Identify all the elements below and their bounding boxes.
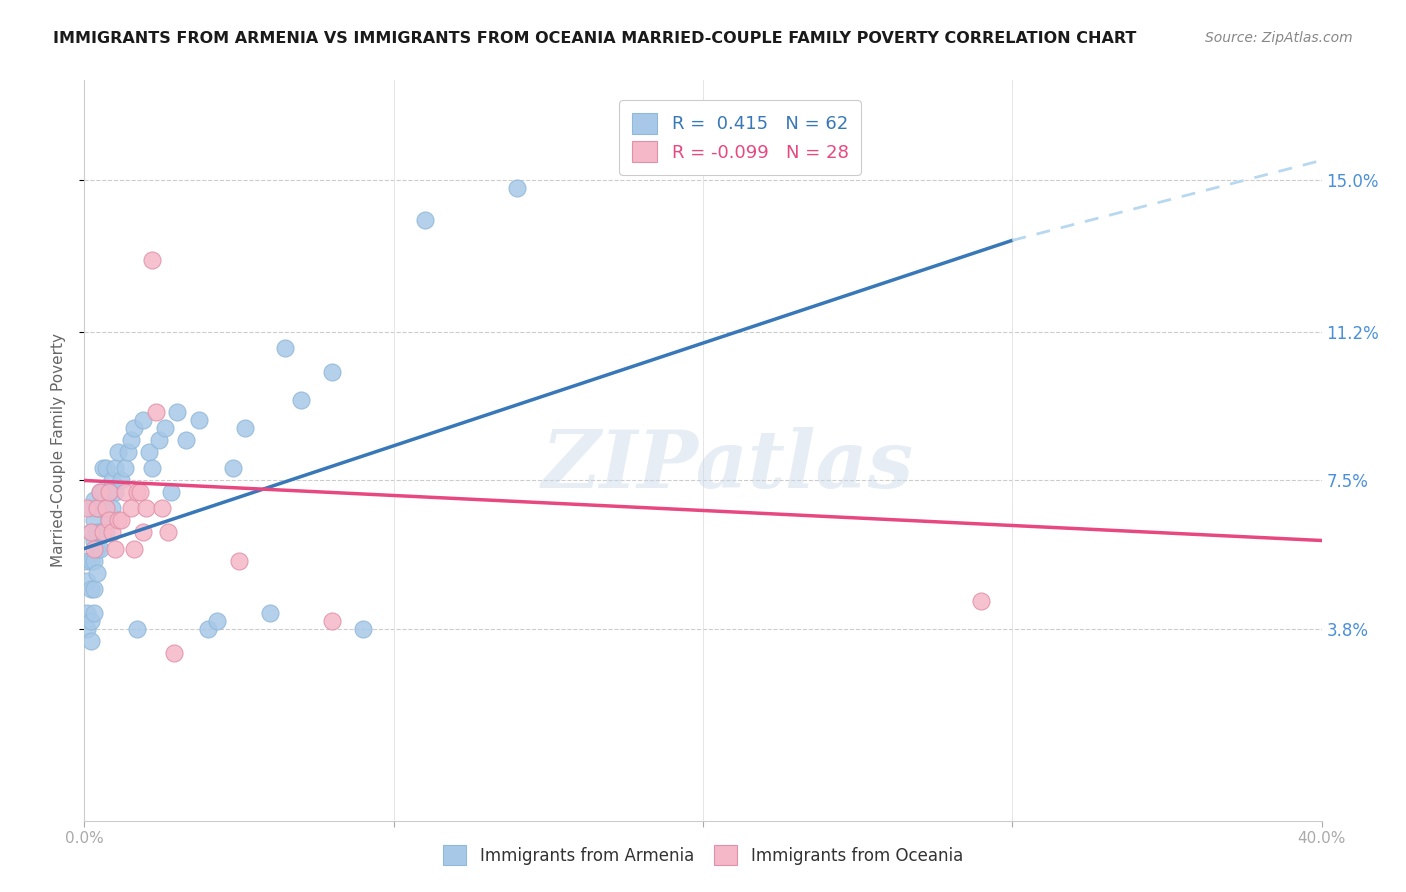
Legend: R =  0.415   N = 62, R = -0.099   N = 28: R = 0.415 N = 62, R = -0.099 N = 28	[619, 101, 860, 175]
Point	[79, 501, 101, 516]
Point	[117, 445, 139, 459]
Point	[321, 614, 343, 628]
Point	[110, 474, 132, 488]
Point	[141, 461, 163, 475]
Point	[91, 485, 114, 500]
Point	[145, 405, 167, 419]
Point	[153, 421, 176, 435]
Point	[83, 533, 105, 548]
Point	[156, 525, 179, 540]
Point	[259, 606, 281, 620]
Point	[91, 461, 114, 475]
Point	[94, 525, 117, 540]
Point	[321, 366, 343, 380]
Point	[76, 622, 98, 636]
Point	[86, 501, 108, 516]
Point	[89, 501, 111, 516]
Point	[135, 501, 157, 516]
Point	[150, 501, 173, 516]
Point	[104, 541, 127, 556]
Text: IMMIGRANTS FROM ARMENIA VS IMMIGRANTS FROM OCEANIA MARRIED-COUPLE FAMILY POVERTY: IMMIGRANTS FROM ARMENIA VS IMMIGRANTS FR…	[53, 31, 1137, 46]
Point	[94, 461, 117, 475]
Point	[79, 582, 101, 596]
Point	[83, 514, 105, 528]
Point	[94, 501, 117, 516]
Y-axis label: Married-Couple Family Poverty: Married-Couple Family Poverty	[51, 334, 66, 567]
Point	[166, 405, 188, 419]
Point	[104, 461, 127, 475]
Point	[163, 646, 186, 660]
Point	[228, 553, 250, 567]
Point	[101, 474, 124, 488]
Point	[129, 485, 152, 500]
Point	[114, 461, 136, 475]
Point	[122, 541, 145, 556]
Point	[176, 434, 198, 448]
Point	[91, 525, 114, 540]
Point	[98, 514, 121, 528]
Point	[101, 525, 124, 540]
Point	[233, 421, 256, 435]
Point	[86, 566, 108, 580]
Point	[83, 541, 105, 556]
Point	[89, 525, 111, 540]
Point	[86, 501, 108, 516]
Point	[79, 633, 101, 648]
Point	[132, 525, 155, 540]
Point	[107, 445, 129, 459]
Point	[506, 181, 529, 195]
Point	[290, 393, 312, 408]
Point	[132, 413, 155, 427]
Point	[274, 342, 297, 356]
Point	[970, 593, 993, 607]
Point	[138, 445, 160, 459]
Point	[187, 413, 209, 427]
Point	[98, 485, 121, 500]
Point	[76, 606, 98, 620]
Point	[83, 553, 105, 567]
Point	[76, 574, 98, 588]
Point	[89, 541, 111, 556]
Point	[222, 461, 245, 475]
Point	[120, 501, 142, 516]
Point	[197, 622, 219, 636]
Point	[101, 501, 124, 516]
Point	[413, 213, 436, 227]
Point	[125, 622, 148, 636]
Point	[79, 553, 101, 567]
Point	[122, 421, 145, 435]
Point	[76, 501, 98, 516]
Point	[83, 493, 105, 508]
Point	[79, 614, 101, 628]
Point	[89, 485, 111, 500]
Point	[79, 525, 101, 540]
Legend: Immigrants from Armenia, Immigrants from Oceania: Immigrants from Armenia, Immigrants from…	[434, 837, 972, 873]
Point	[83, 582, 105, 596]
Point	[114, 485, 136, 500]
Point	[94, 501, 117, 516]
Text: ZIPatlas: ZIPatlas	[541, 426, 914, 504]
Point	[107, 514, 129, 528]
Point	[86, 525, 108, 540]
Point	[125, 485, 148, 500]
Point	[104, 485, 127, 500]
Text: Source: ZipAtlas.com: Source: ZipAtlas.com	[1205, 31, 1353, 45]
Point	[352, 622, 374, 636]
Point	[120, 434, 142, 448]
Point	[98, 514, 121, 528]
Point	[160, 485, 183, 500]
Point	[110, 514, 132, 528]
Point	[98, 485, 121, 500]
Point	[79, 525, 101, 540]
Point	[89, 485, 111, 500]
Point	[207, 614, 229, 628]
Point	[141, 253, 163, 268]
Point	[76, 553, 98, 567]
Point	[86, 541, 108, 556]
Point	[83, 606, 105, 620]
Point	[148, 434, 170, 448]
